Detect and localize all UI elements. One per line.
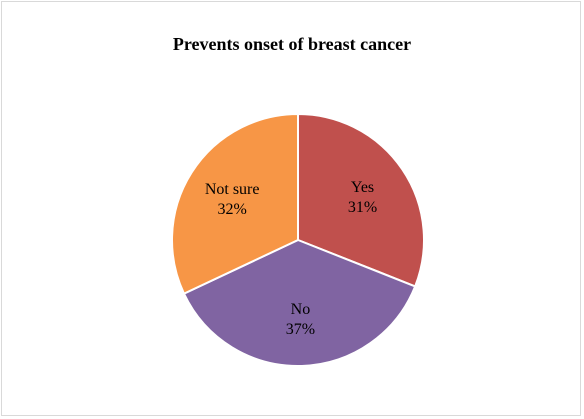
data-label-no: No 37%	[286, 301, 315, 338]
value-label-not-sure: 32%	[217, 201, 246, 218]
pie-slices	[171, 112, 425, 367]
category-label-no: No	[291, 301, 311, 318]
category-label-not-sure: Not sure	[205, 181, 260, 198]
value-label-yes: 31%	[348, 199, 377, 216]
value-label-no: 37%	[286, 321, 315, 338]
pie-slice-yes	[297, 112, 425, 288]
data-label-yes: Yes 31%	[348, 179, 377, 216]
pie-slice-not-sure	[171, 112, 299, 295]
pie-slice-no	[182, 238, 417, 367]
chart-title: Prevents onset of breast cancer	[172, 34, 412, 54]
data-label-not-sure: Not sure 32%	[205, 181, 260, 218]
pie-labels: Yes 31% No 37% Not sure 32%	[205, 179, 377, 338]
category-label-yes: Yes	[351, 179, 374, 196]
